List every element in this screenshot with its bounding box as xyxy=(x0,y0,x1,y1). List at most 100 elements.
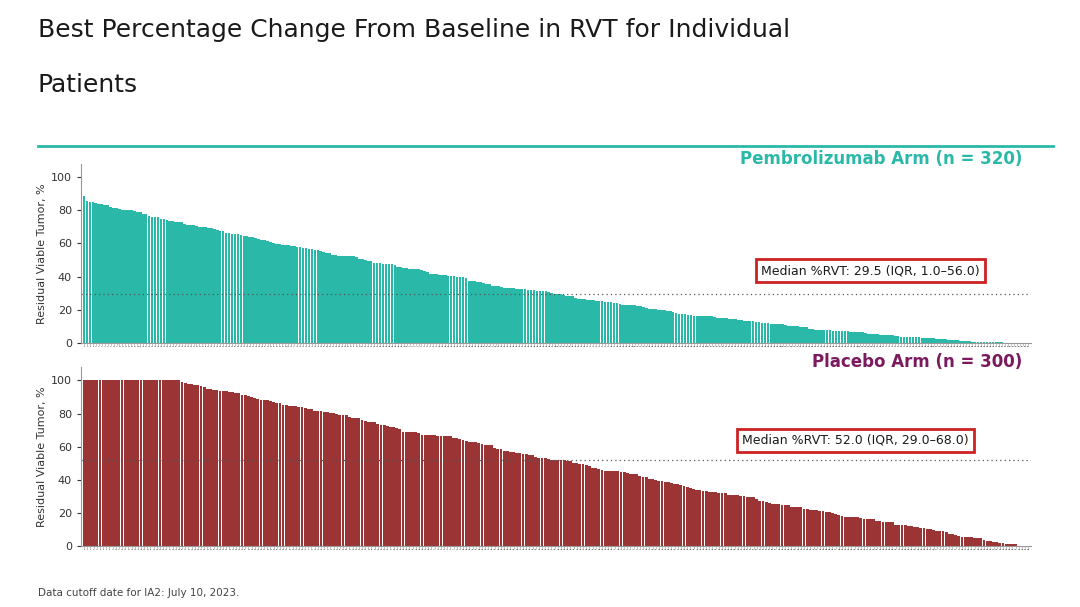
Bar xyxy=(837,515,840,546)
Bar xyxy=(379,425,382,546)
Bar xyxy=(303,408,307,546)
Bar xyxy=(272,402,275,546)
Bar xyxy=(325,253,328,343)
Bar xyxy=(799,327,801,343)
Text: Median %RVT: 52.0 (IQR, 29.0–68.0): Median %RVT: 52.0 (IQR, 29.0–68.0) xyxy=(742,433,969,447)
Bar xyxy=(121,209,124,343)
Bar xyxy=(395,428,399,546)
Bar xyxy=(778,504,780,546)
Bar xyxy=(793,326,796,343)
Bar xyxy=(840,516,843,546)
Bar xyxy=(536,291,538,343)
Bar xyxy=(670,483,673,546)
Bar xyxy=(705,491,707,546)
Bar xyxy=(345,415,348,546)
Bar xyxy=(415,270,417,343)
Bar xyxy=(253,398,256,546)
Bar xyxy=(449,436,451,546)
Bar xyxy=(654,310,657,343)
Bar xyxy=(522,453,525,546)
Bar xyxy=(730,495,733,546)
Bar xyxy=(490,446,492,546)
Bar xyxy=(881,522,885,546)
Bar xyxy=(420,435,423,546)
Bar xyxy=(207,228,210,343)
Bar xyxy=(900,336,903,343)
Bar xyxy=(970,537,973,546)
Bar xyxy=(487,445,489,546)
Bar xyxy=(569,461,571,546)
Bar xyxy=(382,425,386,546)
Bar xyxy=(189,225,192,343)
Bar xyxy=(494,449,496,546)
Bar xyxy=(195,226,198,343)
Bar xyxy=(651,480,653,546)
Bar xyxy=(408,432,410,546)
Bar xyxy=(269,401,272,546)
Bar xyxy=(888,522,891,546)
Bar xyxy=(960,537,963,546)
Bar xyxy=(760,323,764,343)
Bar xyxy=(333,413,335,546)
Bar xyxy=(679,485,683,546)
Bar xyxy=(625,473,629,546)
Bar xyxy=(399,430,402,546)
Bar xyxy=(444,275,446,343)
Bar xyxy=(509,452,512,546)
Text: Patients: Patients xyxy=(38,73,138,97)
Bar xyxy=(621,305,624,343)
Bar xyxy=(617,472,619,546)
Bar xyxy=(364,260,366,343)
Bar xyxy=(831,514,834,546)
Bar xyxy=(484,445,487,546)
Bar xyxy=(386,426,389,546)
Bar xyxy=(198,227,201,343)
Bar xyxy=(702,491,704,546)
Bar xyxy=(354,418,357,546)
Bar xyxy=(666,311,669,343)
Bar xyxy=(959,341,961,343)
Bar xyxy=(456,438,458,546)
Bar xyxy=(701,316,704,343)
Bar xyxy=(300,407,303,546)
Bar xyxy=(461,277,464,343)
Bar xyxy=(699,490,701,546)
Bar xyxy=(746,497,748,546)
Bar xyxy=(449,276,453,343)
Bar xyxy=(153,217,157,343)
Bar xyxy=(696,316,698,343)
Bar xyxy=(525,454,528,546)
Bar xyxy=(156,381,158,546)
Bar xyxy=(497,449,499,546)
Bar xyxy=(292,406,294,546)
Bar xyxy=(515,289,517,343)
Bar xyxy=(607,471,610,546)
Bar xyxy=(225,233,228,343)
Bar xyxy=(620,472,622,546)
Bar xyxy=(105,381,108,546)
Bar xyxy=(512,288,514,343)
Bar xyxy=(108,381,111,546)
Bar xyxy=(335,415,338,546)
Bar xyxy=(495,286,497,343)
Bar xyxy=(944,339,947,343)
Bar xyxy=(575,299,577,343)
Bar xyxy=(850,517,853,546)
Bar xyxy=(629,473,632,546)
Bar xyxy=(174,222,177,343)
Bar xyxy=(563,295,565,343)
Bar xyxy=(180,222,183,343)
Bar xyxy=(278,245,281,343)
Bar xyxy=(737,495,739,546)
Bar xyxy=(289,246,293,343)
Bar xyxy=(168,221,171,343)
Bar xyxy=(160,219,162,343)
Bar xyxy=(675,313,677,343)
Bar xyxy=(391,265,393,343)
Bar xyxy=(320,411,323,546)
Bar xyxy=(237,234,240,343)
Bar xyxy=(118,381,120,546)
Bar xyxy=(607,302,609,343)
Bar xyxy=(717,493,720,546)
Bar xyxy=(870,334,873,343)
